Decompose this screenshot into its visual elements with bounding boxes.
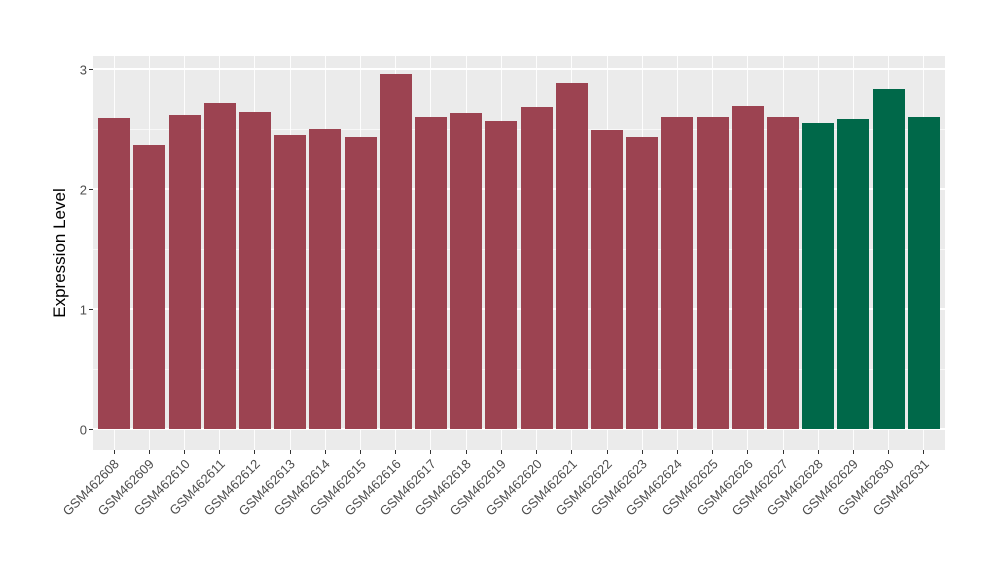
plot-panel xyxy=(93,56,945,450)
x-tick-mark xyxy=(712,450,714,454)
y-tick-mark xyxy=(89,429,93,430)
x-tick-mark xyxy=(817,450,819,454)
bar-GSM462617 xyxy=(414,117,447,429)
bar-GSM462628 xyxy=(802,123,835,429)
y-tick-label: 1 xyxy=(79,302,87,317)
x-tick-mark xyxy=(113,450,115,454)
bar-GSM462609 xyxy=(133,144,166,429)
bar-GSM462620 xyxy=(520,107,553,429)
gridline-horizontal-minor xyxy=(93,369,945,370)
x-tick-mark xyxy=(289,450,291,454)
gridline-horizontal-major xyxy=(93,188,945,190)
bar-GSM462614 xyxy=(309,129,342,429)
bar-GSM462626 xyxy=(731,106,764,429)
bar-GSM462624 xyxy=(661,117,694,429)
x-tick-mark xyxy=(571,450,573,454)
bar-GSM462625 xyxy=(696,117,729,429)
x-tick-mark xyxy=(500,450,502,454)
bar-GSM462616 xyxy=(379,73,412,429)
x-tick-mark xyxy=(676,450,678,454)
x-tick-mark xyxy=(219,450,221,454)
y-tick-mark xyxy=(89,69,93,70)
x-tick-mark xyxy=(923,450,925,454)
y-tick-label: 3 xyxy=(79,62,87,77)
bar-GSM462629 xyxy=(837,119,870,429)
bar-GSM462613 xyxy=(274,135,307,429)
bar-GSM462618 xyxy=(450,113,483,429)
x-tick-mark xyxy=(782,450,784,454)
gridline-horizontal-minor xyxy=(93,249,945,250)
bar-GSM462615 xyxy=(344,137,377,429)
bar-GSM462611 xyxy=(203,102,236,429)
y-tick-label: 2 xyxy=(79,182,87,197)
gridline-horizontal-minor xyxy=(93,129,945,130)
x-tick-mark xyxy=(888,450,890,454)
x-tick-mark xyxy=(254,450,256,454)
x-tick-mark xyxy=(360,450,362,454)
x-tick-mark xyxy=(465,450,467,454)
x-tick-mark xyxy=(852,450,854,454)
x-tick-mark xyxy=(641,450,643,454)
bar-GSM462631 xyxy=(907,117,940,429)
gridline-horizontal-major xyxy=(93,308,945,310)
gridline-horizontal-major xyxy=(93,68,945,70)
y-tick-mark xyxy=(89,189,93,190)
y-axis-title: Expression Level xyxy=(50,188,69,318)
bar-GSM462622 xyxy=(591,130,624,429)
y-tick-label: 0 xyxy=(79,422,87,437)
bar-GSM462621 xyxy=(555,83,588,429)
bar-GSM462630 xyxy=(872,89,905,429)
x-tick-mark xyxy=(430,450,432,454)
x-tick-mark xyxy=(747,450,749,454)
bar-GSM462623 xyxy=(626,137,659,429)
bar-GSM462610 xyxy=(168,114,201,429)
x-tick-mark xyxy=(536,450,538,454)
gridline-horizontal-major xyxy=(93,428,945,430)
x-tick-mark xyxy=(148,450,150,454)
y-tick-mark xyxy=(89,309,93,310)
x-tick-mark xyxy=(324,450,326,454)
bar-GSM462608 xyxy=(98,118,131,429)
bar-GSM462612 xyxy=(238,112,271,429)
bar-GSM462627 xyxy=(767,117,800,429)
x-tick-mark xyxy=(606,450,608,454)
x-tick-mark xyxy=(184,450,186,454)
bar-GSM462619 xyxy=(485,120,518,429)
x-tick-mark xyxy=(395,450,397,454)
